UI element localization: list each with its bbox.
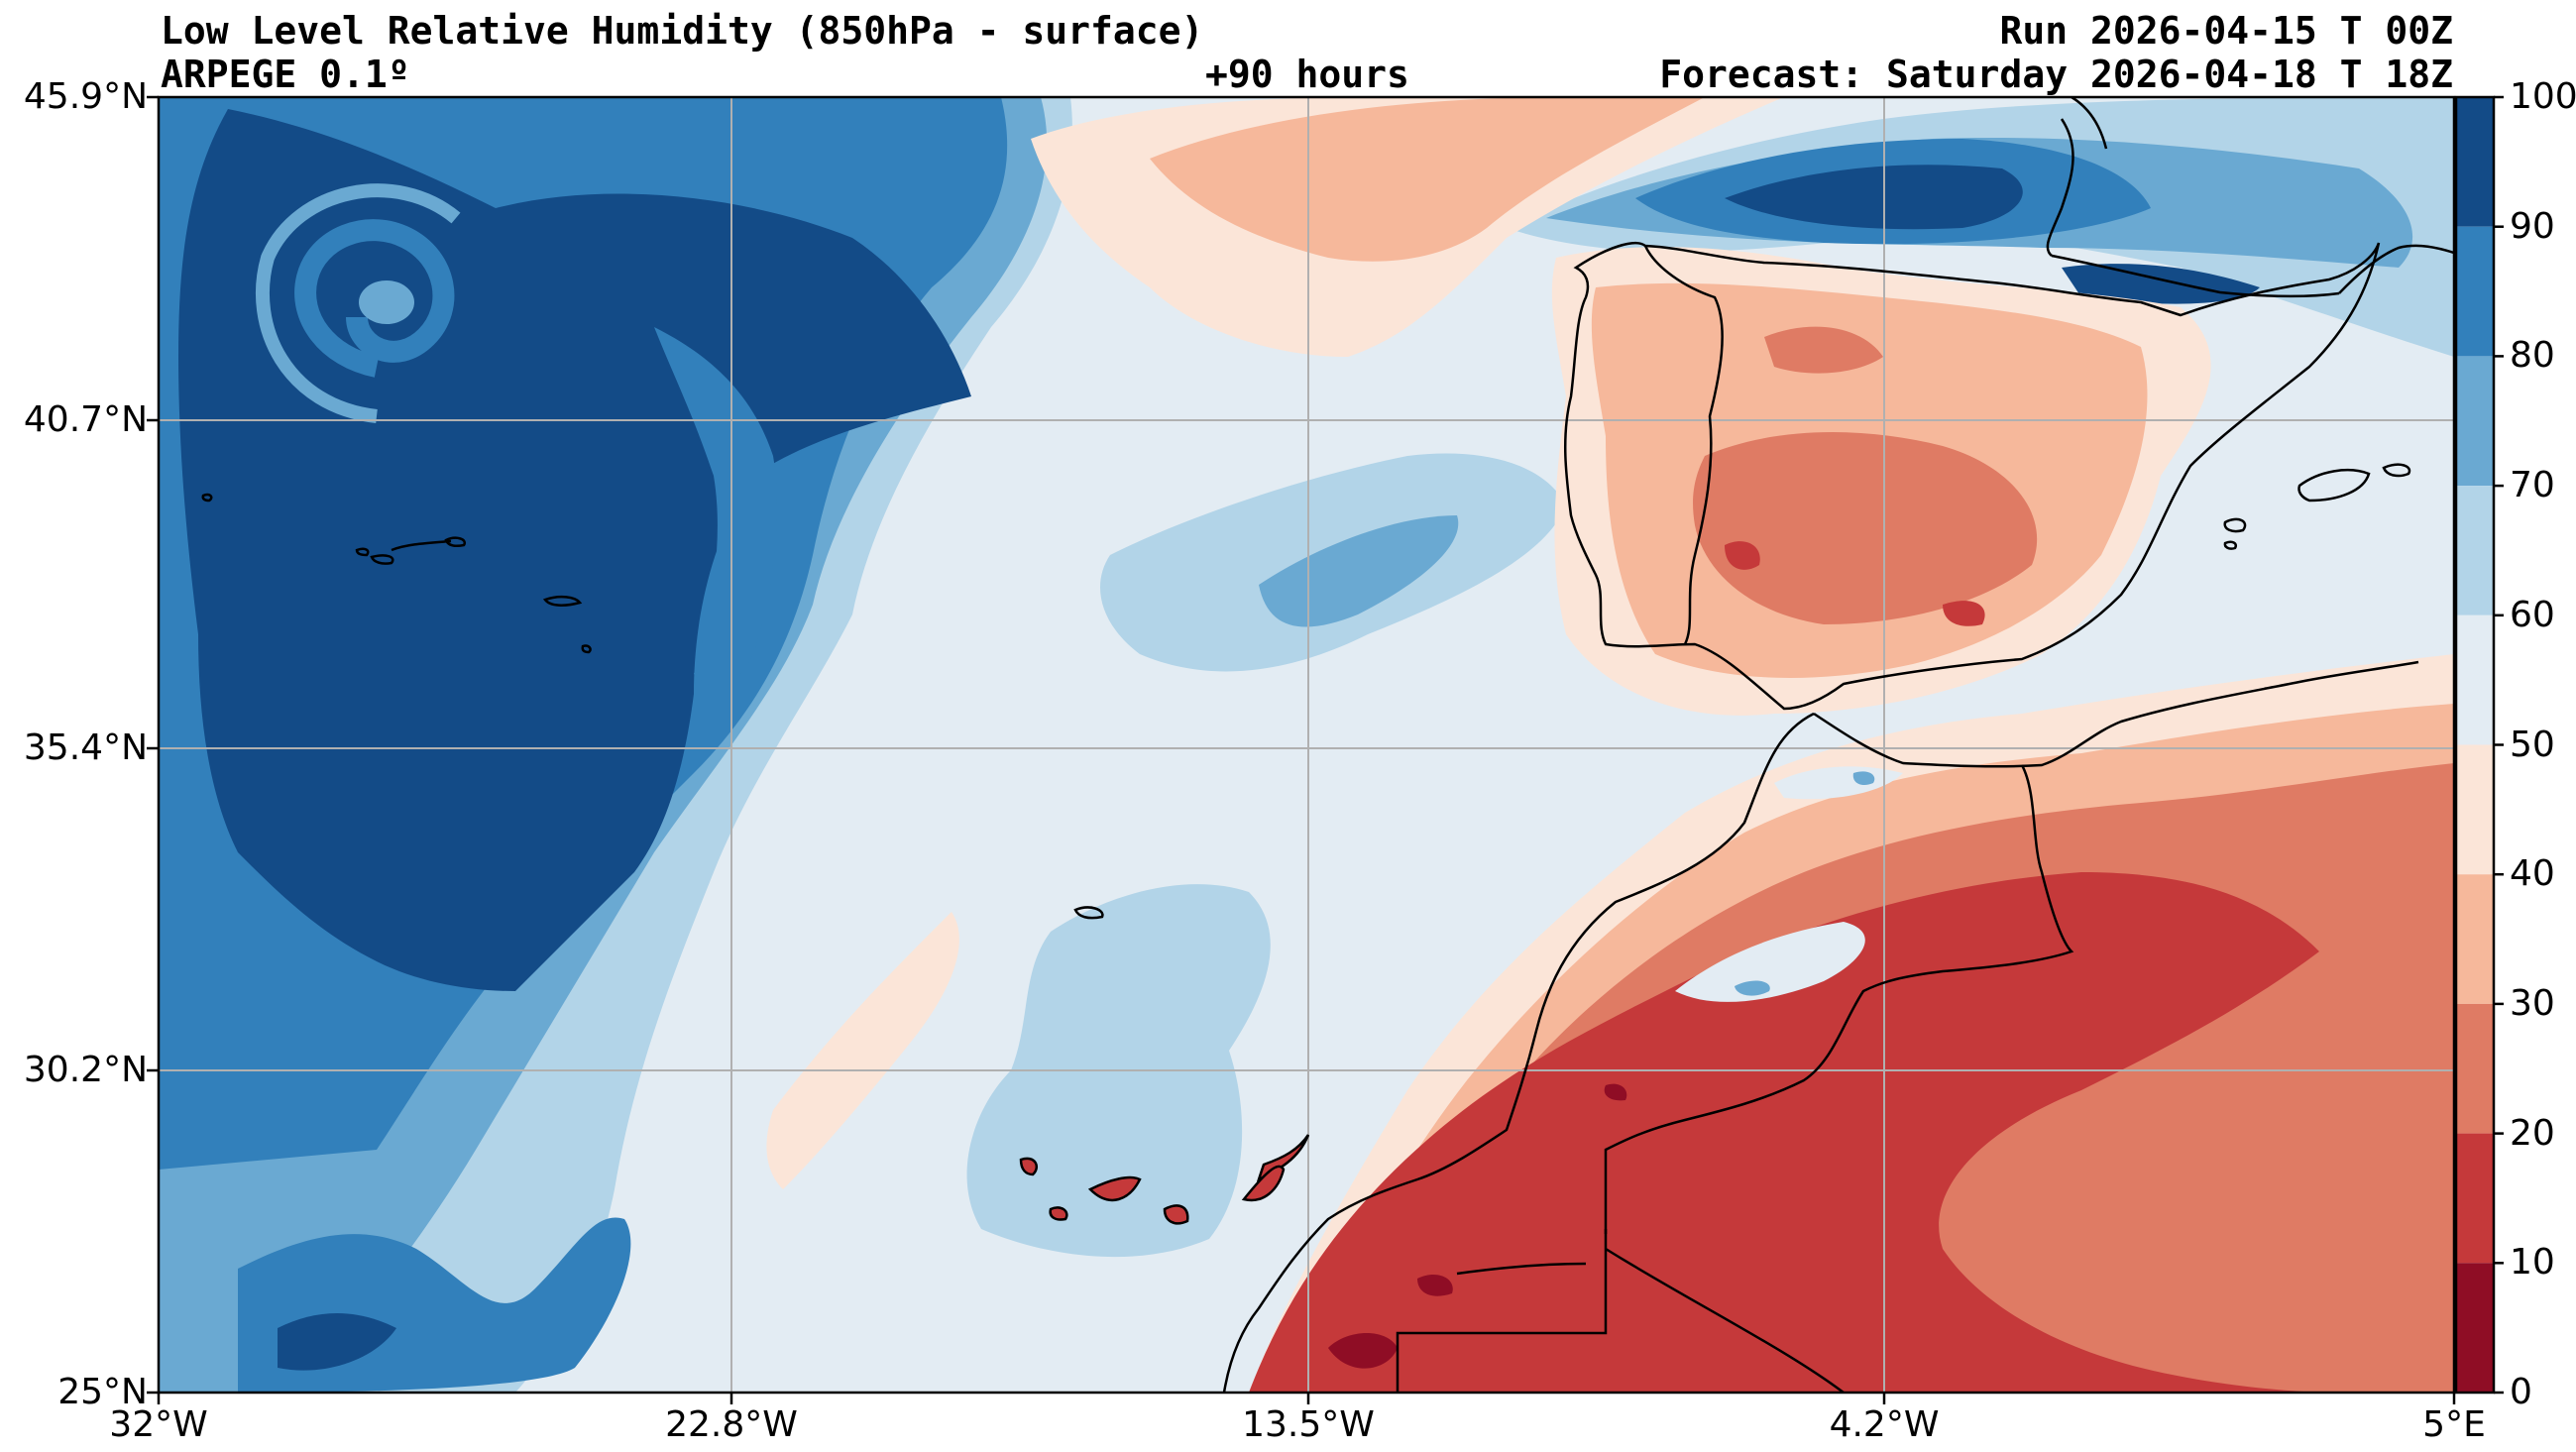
- lat-tick-label: 40.7°N: [23, 399, 148, 440]
- madeira-islands: [1073, 906, 1104, 920]
- north-africa-coast: [1222, 660, 2419, 1393]
- colorbar-tick-label: 100: [2510, 76, 2576, 117]
- colorbar-band: [2456, 356, 2494, 487]
- lat-tick-label: 25°N: [57, 1372, 148, 1412]
- pyrenees-border: [2051, 254, 2340, 298]
- lon-tick-label: 32°W: [109, 1404, 208, 1445]
- graticule: [159, 97, 2454, 1393]
- france-coast: [2046, 97, 2108, 257]
- western-sahara-border: [1396, 1229, 1845, 1393]
- rh-band-0-10-africa: [1328, 1083, 1627, 1369]
- rh-band-10-20-africa: [1249, 872, 2339, 1393]
- colorbar-band: [2456, 1263, 2494, 1393]
- colorbar-tick-label: 90: [2510, 205, 2555, 247]
- lon-tick-label: 13.5°W: [1242, 1404, 1375, 1445]
- run-label: Run 2026-04-15 T 00Z: [1999, 9, 2453, 53]
- plot-frame: [157, 95, 2456, 1395]
- canary-islands: [1019, 1134, 1310, 1225]
- colorbar-band: [2456, 874, 2494, 1004]
- colorbar-tick-label: 20: [2510, 1112, 2555, 1154]
- iberia-coast: [1563, 241, 2381, 711]
- france-med-coast: [2338, 244, 2454, 294]
- axis-ticks: [147, 95, 2456, 1404]
- algeria-morocco-border: [1604, 764, 2074, 1234]
- lat-tick-label: 35.4°N: [23, 727, 148, 768]
- rh-band-40-50-streak: [766, 912, 959, 1189]
- colorbar-tick-label: 10: [2510, 1242, 2555, 1284]
- lon-tick-label: 4.2°W: [1829, 1404, 1940, 1445]
- colorbar-band: [2456, 1133, 2494, 1264]
- humidity-field: [159, 97, 2454, 1393]
- rh-band-30-40-north: [1150, 97, 1705, 262]
- colorbar-band: [2456, 226, 2494, 357]
- balearic-islands: [2223, 463, 2411, 550]
- rh-band-20-30-iberia: [1693, 326, 2038, 624]
- azores-islands: [201, 493, 592, 654]
- rh-atlas-moist-streaks: [1675, 766, 1903, 1002]
- forecast-label: Forecast: Saturday 2026-04-18 T 18Z: [1659, 53, 2453, 96]
- rh-band-10-20-iberia: [1725, 541, 1985, 626]
- coastlines: [201, 97, 2454, 1393]
- lat-tick-label: 45.9°N: [23, 76, 148, 117]
- cyclone-swirl: [256, 183, 461, 423]
- lon-tick-label: 5°E: [2422, 1404, 2486, 1445]
- lon-tick-label: 22.8°W: [665, 1404, 798, 1445]
- colorbar-tick-label: 80: [2510, 335, 2555, 377]
- colorbar-band: [2456, 744, 2494, 875]
- colorbar: [2454, 95, 2504, 1395]
- model-label: ARPEGE 0.1º: [161, 53, 410, 96]
- rh-band-80-90-streak: [654, 327, 777, 688]
- colorbar-tick-label: 70: [2510, 465, 2555, 506]
- colorbar-tick-label: 60: [2510, 594, 2555, 635]
- colorbar-band: [2456, 614, 2494, 745]
- lead-time-label: +90 hours: [1205, 53, 1409, 96]
- colorbar-band: [2456, 1003, 2494, 1134]
- colorbar-band: [2456, 486, 2494, 615]
- rh-band-90-100-biscay: [1725, 165, 2260, 304]
- colorbar-tick-label: 0: [2510, 1372, 2532, 1412]
- rh-band-90-100-cyclone: [178, 109, 971, 991]
- map-title: Low Level Relative Humidity (850hPa - su…: [161, 9, 1204, 53]
- colorbar-tick-label: 50: [2510, 724, 2555, 765]
- portugal-border: [1643, 245, 1724, 645]
- colorbar-tick-label: 30: [2510, 982, 2555, 1024]
- lat-tick-label: 30.2°N: [23, 1050, 148, 1090]
- colorbar-tick-label: 40: [2510, 853, 2555, 895]
- colorbar-band: [2456, 97, 2494, 227]
- rh-band-90-100-southwest: [278, 1313, 396, 1371]
